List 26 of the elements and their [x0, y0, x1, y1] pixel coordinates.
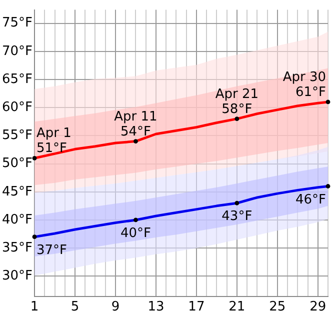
y-tick-label: 45°F [2, 184, 33, 200]
annotation: Apr 30 61°F [282, 70, 326, 100]
annotation: Apr 11 54°F [114, 109, 158, 140]
y-tick-label: 75°F [2, 16, 33, 31]
y-tick-label: 55°F [2, 128, 33, 144]
y-tick-label: 65°F [2, 72, 33, 87]
y-tick-label: 30°F [2, 268, 33, 284]
y-tick-label: 50°F [2, 156, 33, 172]
x-tick-label: 17 [188, 300, 205, 315]
x-tick-label: 5 [70, 300, 80, 315]
x-tick-label: 29 [310, 300, 326, 315]
x-tick-label: 21 [228, 300, 246, 315]
y-tick-label: 60°F [2, 100, 33, 115]
annotation: Apr 21 58°F [215, 86, 259, 117]
annotation: Apr 1 51°F [36, 126, 72, 156]
x-tick-label: 25 [269, 300, 286, 315]
x-tick-label: 13 [148, 300, 164, 315]
y-tick-label: 40°F [2, 212, 33, 228]
annotation: 46°F [295, 192, 326, 208]
y-tick-label: 70°F [2, 44, 33, 59]
annotation: 37°F [36, 242, 68, 258]
x-tick-label: 9 [111, 300, 120, 315]
annotation: 40°F [120, 226, 151, 241]
x-tick-label: 1 [30, 300, 39, 315]
annotation: 43°F [222, 209, 252, 224]
y-tick-label: 35°F [2, 240, 33, 256]
